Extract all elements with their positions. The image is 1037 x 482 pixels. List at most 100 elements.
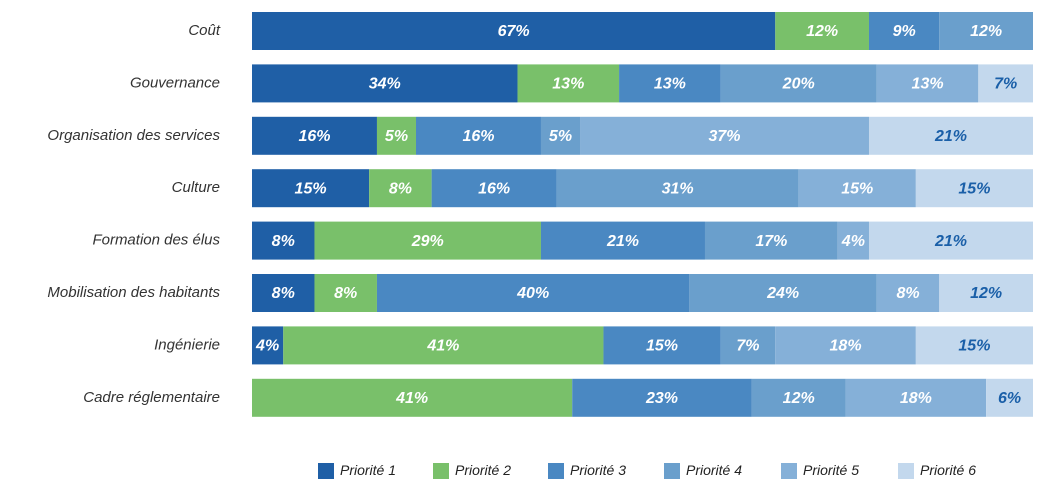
value-label: 67% (498, 23, 530, 40)
value-label: 34% (369, 76, 401, 93)
bar-segment (252, 64, 518, 103)
bar-segment (915, 169, 1033, 208)
category-label: Ingénierie (154, 336, 220, 353)
value-label: 9% (893, 23, 916, 40)
bar-segment (720, 64, 877, 103)
legend-swatch (664, 463, 680, 479)
value-label: 16% (462, 128, 494, 145)
value-label: 4% (841, 233, 865, 250)
value-label: 8% (896, 285, 919, 302)
bar-segment (416, 116, 541, 155)
bar-segment (252, 378, 573, 417)
legend-swatch (548, 463, 564, 479)
bar-segment (619, 64, 721, 103)
bar-segment (556, 169, 799, 208)
legend-label: Priorité 3 (570, 462, 626, 478)
bar-segment (376, 116, 417, 155)
bar-segment (540, 221, 705, 260)
value-label: 40% (516, 285, 549, 302)
category-label: Formation des élus (92, 232, 220, 249)
value-label: 8% (272, 233, 295, 250)
bar-segment (252, 116, 377, 155)
value-label: 15% (646, 338, 678, 355)
value-label: 12% (806, 23, 838, 40)
bar-segment (720, 326, 776, 365)
legend-swatch (781, 463, 797, 479)
bar-segment (252, 326, 284, 365)
value-label: 18% (900, 390, 932, 407)
bar-segment (252, 274, 315, 312)
bar-segment (868, 12, 940, 50)
value-label: 13% (912, 76, 944, 93)
bar-segment (540, 116, 581, 155)
value-label: 41% (426, 338, 459, 355)
bar-segment (876, 64, 979, 103)
bar-segment (939, 12, 1033, 50)
category-label: Mobilisation des habitants (47, 284, 220, 301)
bar-segment (689, 274, 877, 312)
bar-segment (775, 326, 916, 365)
value-label: 5% (549, 128, 572, 145)
legend-label: Priorité 4 (686, 462, 742, 478)
value-label: 37% (708, 128, 740, 145)
value-label: 15% (958, 180, 990, 197)
value-label: 13% (654, 76, 686, 93)
value-label: 24% (766, 285, 799, 302)
value-label: 16% (298, 128, 330, 145)
bar-segment (915, 326, 1033, 365)
legend-label: Priorité 1 (340, 462, 396, 478)
bar-segment (868, 116, 1033, 155)
value-label: 15% (841, 180, 873, 197)
bar-segment (603, 326, 721, 365)
value-label: 13% (552, 76, 584, 93)
bar-segment (314, 221, 541, 260)
bar-segment (252, 12, 776, 50)
value-label: 31% (662, 180, 694, 197)
value-label: 4% (255, 338, 279, 355)
value-label: 20% (782, 76, 815, 93)
bar-segment (704, 221, 838, 260)
category-label: Organisation des services (47, 127, 220, 144)
bar-segment (252, 221, 315, 260)
value-label: 41% (395, 390, 428, 407)
bar-segment (798, 169, 916, 208)
bar-segment (868, 221, 1033, 260)
legend-label: Priorité 2 (455, 462, 511, 478)
bar-segment (369, 169, 432, 208)
bar-segment (837, 221, 869, 260)
value-label: 6% (998, 390, 1021, 407)
value-label: 7% (994, 76, 1017, 93)
bar-segment (751, 378, 846, 417)
bar-segment (580, 116, 869, 155)
category-label: Culture (172, 179, 220, 196)
bar-segment (517, 64, 620, 103)
bar-segment (572, 378, 752, 417)
bar-segment (845, 378, 987, 417)
legend-swatch (898, 463, 914, 479)
bar-segment (986, 378, 1033, 417)
bar-segment (876, 274, 940, 312)
value-label: 29% (411, 233, 444, 250)
value-label: 16% (478, 180, 510, 197)
value-label: 15% (295, 180, 327, 197)
value-label: 8% (272, 285, 295, 302)
value-label: 21% (606, 233, 639, 250)
value-label: 15% (958, 338, 990, 355)
value-label: 18% (830, 338, 862, 355)
bar-segment (283, 326, 604, 365)
bar-segment (431, 169, 557, 208)
value-label: 21% (934, 128, 967, 145)
category-label: Coût (188, 22, 221, 39)
category-label: Gouvernance (130, 74, 220, 91)
value-label: 12% (783, 390, 815, 407)
value-label: 8% (389, 180, 412, 197)
legend-swatch (318, 463, 334, 479)
bar-segment (939, 274, 1033, 312)
value-label: 21% (934, 233, 967, 250)
value-label: 17% (755, 233, 787, 250)
value-label: 5% (385, 128, 408, 145)
value-label: 12% (970, 23, 1002, 40)
bar-segment (252, 169, 370, 208)
bar-segment (314, 274, 377, 312)
